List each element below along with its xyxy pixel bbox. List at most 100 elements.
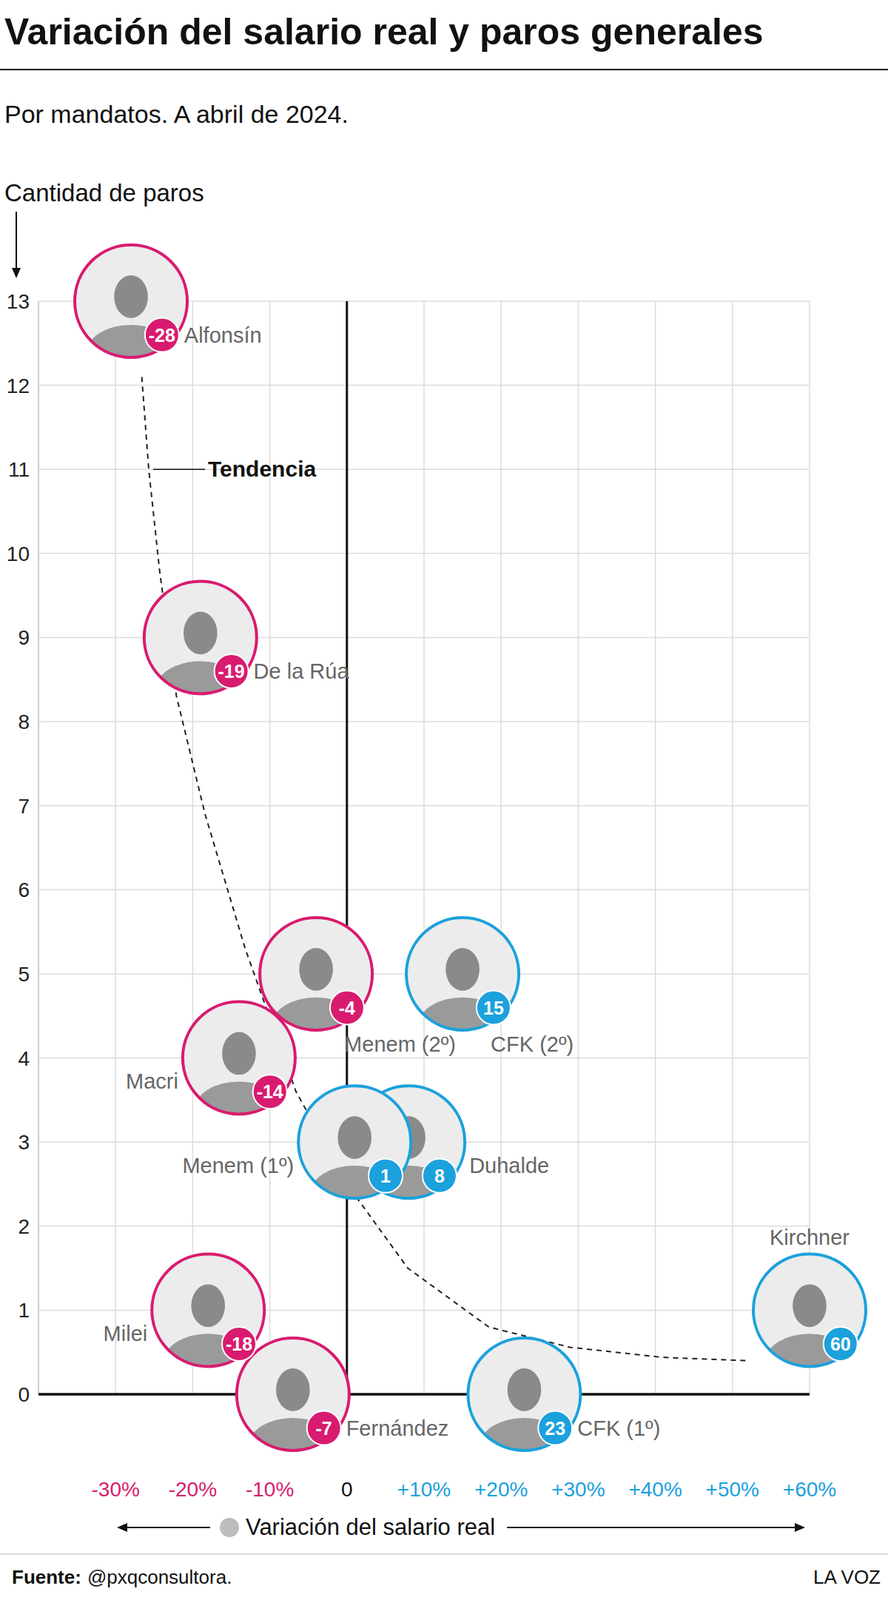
point-label: CFK (1º) bbox=[577, 1416, 661, 1441]
x-arrow-right bbox=[506, 1526, 801, 1529]
badge bbox=[368, 1158, 403, 1193]
point-label: Menem (1º) bbox=[182, 1153, 294, 1178]
point bbox=[753, 1253, 866, 1388]
y-tick-label: 2 bbox=[17, 1215, 30, 1239]
portrait-head bbox=[507, 1368, 542, 1412]
data-label: -7 bbox=[315, 1417, 333, 1439]
badges: -28-19-415-1481-18-72360 bbox=[145, 318, 858, 1446]
y-arrow-head bbox=[11, 267, 21, 279]
y-axis-line bbox=[37, 301, 40, 1395]
point-ring bbox=[74, 244, 188, 358]
portrait bbox=[87, 275, 176, 379]
grid-line-x bbox=[731, 301, 734, 1395]
point-ring bbox=[182, 1001, 296, 1115]
y-tick-label: 5 bbox=[17, 962, 30, 986]
portrait-head bbox=[337, 1115, 372, 1159]
badge bbox=[307, 1411, 342, 1446]
x-tick-label: +20% bbox=[474, 1477, 528, 1501]
point-label: Milei bbox=[103, 1321, 148, 1346]
portrait-head bbox=[298, 947, 333, 991]
footer-rule bbox=[0, 1554, 888, 1555]
point-ring bbox=[151, 1253, 265, 1367]
x-tick-label: -20% bbox=[168, 1477, 217, 1501]
portrait-head bbox=[276, 1368, 311, 1412]
badge bbox=[422, 1158, 457, 1193]
data-label: -19 bbox=[218, 660, 245, 682]
y-tick-label: 13 bbox=[6, 290, 30, 314]
badge bbox=[253, 1074, 288, 1109]
y-axis-title: Cantidad de paros bbox=[4, 179, 205, 207]
point bbox=[74, 244, 188, 379]
portrait-head bbox=[222, 1032, 257, 1076]
portrait bbox=[249, 1368, 338, 1472]
x-arrow-left bbox=[119, 1526, 211, 1529]
source-label: Fuente: bbox=[11, 1565, 82, 1589]
data-label: 60 bbox=[830, 1333, 851, 1355]
grid-line-x bbox=[654, 301, 657, 1395]
portrait bbox=[765, 1283, 854, 1388]
x-axis-line bbox=[38, 1392, 810, 1396]
x-tick-label: +50% bbox=[705, 1477, 760, 1501]
point-label: CFK (2º) bbox=[490, 1032, 574, 1056]
point-label: Kirchner bbox=[769, 1225, 850, 1250]
portrait bbox=[480, 1368, 569, 1472]
grid-line-x bbox=[114, 301, 117, 1395]
y-tick-label: 7 bbox=[17, 794, 30, 818]
point bbox=[406, 917, 519, 1052]
x-arrow-right-head bbox=[794, 1522, 806, 1532]
trend-line bbox=[142, 376, 746, 1361]
point-labels: Alfonsín De la Rúa Menem (2º) CFK (2º) Macri… bbox=[103, 323, 851, 1441]
point-label: Alfonsín bbox=[184, 323, 262, 348]
title: Variación del salario real y paros gener… bbox=[4, 11, 764, 53]
badge bbox=[823, 1326, 858, 1361]
zero-line bbox=[345, 301, 348, 1395]
grid-line-y bbox=[38, 1393, 810, 1395]
point-ring bbox=[236, 1337, 350, 1451]
data-label: 1 bbox=[380, 1165, 391, 1187]
point-ring bbox=[753, 1253, 866, 1367]
title-rule bbox=[0, 68, 888, 71]
badge bbox=[145, 318, 180, 353]
point-ring bbox=[259, 917, 373, 1031]
portrait-head bbox=[183, 611, 218, 655]
y-tick-label: 9 bbox=[17, 626, 30, 649]
y-tick-label: 4 bbox=[17, 1047, 30, 1071]
grid bbox=[38, 301, 810, 1395]
trend-leader bbox=[153, 468, 205, 470]
y-tick-label: 3 bbox=[17, 1130, 30, 1154]
portrait-head bbox=[190, 1283, 225, 1327]
portrait-head bbox=[113, 275, 148, 319]
point-label: Macri bbox=[125, 1069, 179, 1093]
grid-line-x bbox=[577, 301, 580, 1395]
x-tick-label: -10% bbox=[245, 1477, 294, 1501]
badge bbox=[537, 1411, 573, 1446]
point-ring bbox=[406, 917, 519, 1031]
badge bbox=[476, 990, 511, 1025]
grid-line-x bbox=[500, 301, 502, 1395]
data-label: -4 bbox=[338, 997, 356, 1019]
data-label: 15 bbox=[483, 997, 504, 1019]
data-label: -18 bbox=[225, 1333, 253, 1355]
marks bbox=[74, 244, 866, 1472]
point-ring bbox=[298, 1085, 411, 1199]
point-ring bbox=[467, 1337, 581, 1451]
x-tick-label: 0 bbox=[341, 1477, 353, 1501]
x-tick-label: +30% bbox=[551, 1477, 605, 1501]
data-label: 23 bbox=[544, 1417, 566, 1439]
y-tick-label: 0 bbox=[17, 1383, 30, 1406]
y-tick-label: 1 bbox=[17, 1298, 30, 1322]
y-tick-label: 10 bbox=[6, 542, 30, 566]
y-tick-label: 8 bbox=[17, 710, 30, 734]
badge bbox=[330, 990, 365, 1025]
portrait bbox=[195, 1032, 284, 1136]
portrait-head bbox=[792, 1283, 827, 1327]
point-ring bbox=[144, 580, 257, 694]
portrait bbox=[310, 1115, 399, 1220]
y-tick-label: 12 bbox=[6, 374, 30, 398]
y-tick-label: 6 bbox=[17, 878, 30, 902]
point bbox=[182, 1001, 296, 1136]
point-label: De la Rúa bbox=[253, 659, 351, 684]
point-label: Menem (2º) bbox=[344, 1032, 456, 1056]
x-tick-label: +40% bbox=[628, 1477, 682, 1501]
x-axis-title: Variación del salario real bbox=[245, 1514, 496, 1540]
